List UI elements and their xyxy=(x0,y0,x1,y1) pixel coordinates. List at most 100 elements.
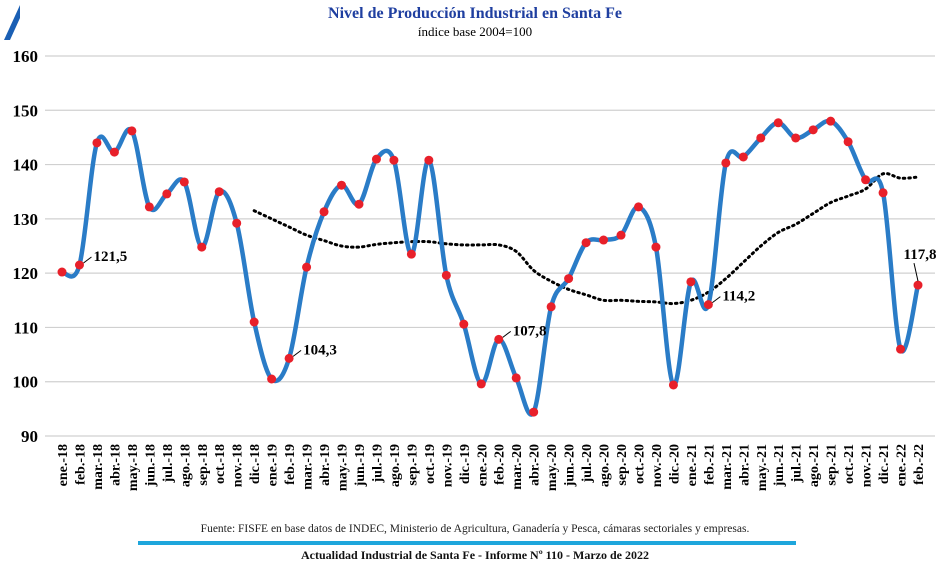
data-label: 114,2 xyxy=(722,289,755,305)
source-note: Fuente: FISFE en base datos de INDEC, Mi… xyxy=(200,523,750,535)
data-point xyxy=(616,230,626,240)
y-tick-label: 90 xyxy=(21,427,38,446)
x-tick-label: ago.-19 xyxy=(388,444,403,487)
data-point xyxy=(546,302,556,312)
x-tick-label: dic.-19 xyxy=(458,444,473,484)
y-tick-label: 160 xyxy=(13,47,39,66)
x-tick-label: ene.-20 xyxy=(475,444,490,486)
x-tick-label: sep.-20 xyxy=(615,444,630,486)
data-point xyxy=(459,319,469,329)
data-point xyxy=(214,187,224,197)
data-point xyxy=(144,202,154,212)
x-tick-label: may.-19 xyxy=(336,444,351,491)
x-tick-label: nov.-19 xyxy=(440,444,455,487)
annotation-leader xyxy=(83,256,92,264)
x-tick-label: jul.-20 xyxy=(580,444,595,484)
annotation-leader xyxy=(712,296,721,304)
annotation-leader xyxy=(292,349,302,357)
x-tick-label: ago.-20 xyxy=(598,444,613,487)
data-point xyxy=(127,126,137,136)
x-tick-label: ago.-21 xyxy=(807,444,822,487)
x-tick-label: feb.-18 xyxy=(73,444,88,485)
x-tick-label: ago.-18 xyxy=(178,444,193,487)
data-point xyxy=(354,199,364,209)
data-point xyxy=(371,154,381,164)
x-tick-label: mar.-19 xyxy=(301,444,316,490)
data-point xyxy=(441,270,451,280)
x-tick-label: jun.-20 xyxy=(563,444,578,487)
y-tick-label: 150 xyxy=(13,101,39,120)
chart-subtitle: índice base 2004=100 xyxy=(417,24,533,39)
data-point xyxy=(599,235,609,245)
data-point xyxy=(179,177,189,187)
data-label: 107,8 xyxy=(513,323,547,339)
data-point xyxy=(564,274,574,284)
trend-line xyxy=(252,171,920,306)
x-tick-label: mar.-21 xyxy=(720,444,735,490)
data-point xyxy=(703,300,713,310)
data-point xyxy=(284,353,294,363)
x-tick-label: oct.-21 xyxy=(842,444,857,484)
data-point xyxy=(92,138,102,148)
data-label: 117,8 xyxy=(904,247,937,263)
data-point xyxy=(337,180,347,190)
x-tick-label: may.-18 xyxy=(126,444,141,491)
x-tick-label: jul.-19 xyxy=(370,444,385,484)
x-tick-label: jun.-19 xyxy=(353,444,368,487)
data-point xyxy=(57,267,67,277)
data-point xyxy=(74,260,84,270)
data-point xyxy=(668,380,678,390)
x-tick-label: oct.-18 xyxy=(213,444,228,484)
y-tick-label: 140 xyxy=(13,156,39,175)
annotation-leader xyxy=(913,262,919,282)
data-point xyxy=(843,137,853,147)
data-label: 121,5 xyxy=(93,249,127,265)
data-point xyxy=(494,334,504,344)
data-point xyxy=(319,207,329,217)
x-tick-label: may.-20 xyxy=(545,444,560,491)
data-point xyxy=(651,242,661,252)
data-point xyxy=(267,374,277,384)
data-point xyxy=(197,242,207,252)
chart-title: Nivel de Producción Industrial en Santa … xyxy=(328,5,622,22)
x-tick-label: mar.-18 xyxy=(91,444,106,490)
x-tick-label: ene.-18 xyxy=(56,444,71,486)
x-tick-label: abr.-20 xyxy=(528,444,543,486)
x-tick-label: jul.-21 xyxy=(790,444,805,484)
data-point xyxy=(738,152,748,162)
data-point xyxy=(476,379,486,389)
divider-bar xyxy=(138,541,796,545)
x-tick-label: oct.-19 xyxy=(423,444,438,484)
y-tick-label: 130 xyxy=(13,210,39,229)
data-point xyxy=(808,125,818,135)
data-label: 104,3 xyxy=(303,342,337,358)
x-tick-label: ene.-21 xyxy=(685,444,700,486)
data-point xyxy=(756,133,766,143)
data-point xyxy=(773,118,783,128)
data-point xyxy=(791,133,801,143)
y-tick-label: 100 xyxy=(13,373,39,392)
x-tick-label: feb.-22 xyxy=(912,444,927,485)
data-point xyxy=(826,116,836,126)
data-point xyxy=(302,262,312,272)
annotation-leader xyxy=(502,330,512,338)
data-point xyxy=(581,238,591,248)
x-tick-label: nov.-20 xyxy=(650,444,665,487)
data-point xyxy=(529,407,539,417)
x-tick-label: ene.-22 xyxy=(895,444,910,486)
x-tick-label: jun.-21 xyxy=(772,444,787,487)
report-footer: Actualidad Industrial de Santa Fe - Info… xyxy=(301,548,649,562)
data-point xyxy=(896,344,906,354)
x-tick-label: sep.-18 xyxy=(196,444,211,486)
x-tick-label: nov.-21 xyxy=(860,444,875,487)
data-point xyxy=(162,189,172,199)
data-point xyxy=(686,277,696,287)
x-tick-label: dic.-18 xyxy=(248,444,263,484)
x-tick-label: ene.-19 xyxy=(266,444,281,486)
data-point xyxy=(109,147,119,157)
data-point xyxy=(232,218,242,228)
data-point xyxy=(633,202,643,212)
data-point xyxy=(913,280,923,290)
x-tick-label: feb.-21 xyxy=(702,444,717,485)
